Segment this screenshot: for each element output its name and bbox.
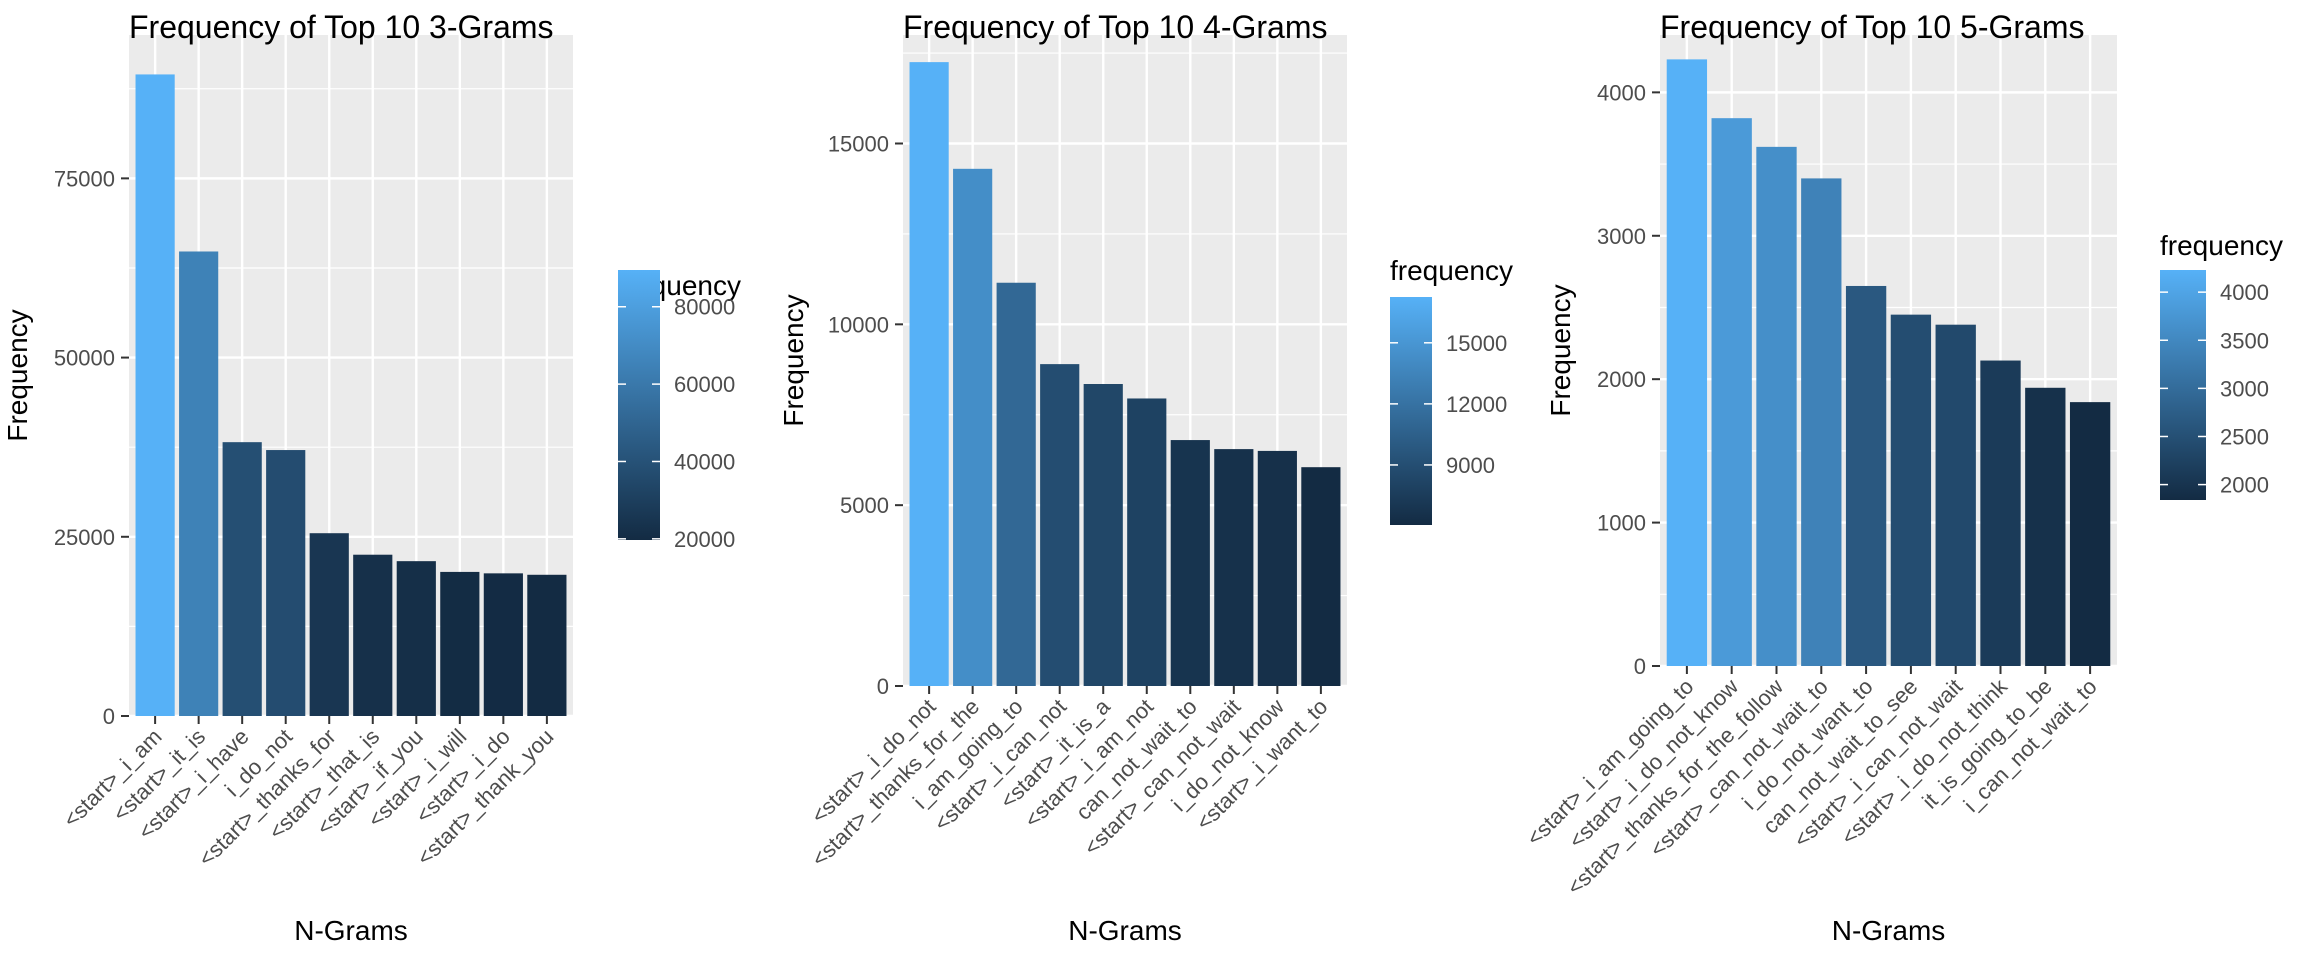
bar-1-9[interactable] bbox=[1301, 467, 1341, 686]
bar-0-6[interactable] bbox=[396, 561, 436, 716]
bar-2-5[interactable] bbox=[1890, 314, 1932, 666]
legend-tick-label: 2000 bbox=[2220, 473, 2269, 498]
bar-0-2[interactable] bbox=[222, 442, 262, 716]
bar-2-4[interactable] bbox=[1845, 285, 1887, 666]
bar-1-5[interactable] bbox=[1127, 398, 1167, 686]
legend-colorbar bbox=[618, 270, 660, 540]
bar-2-3[interactable] bbox=[1801, 178, 1842, 666]
legend-colorbar bbox=[1390, 297, 1432, 525]
legend-tick-label: 4000 bbox=[2220, 280, 2269, 305]
bar-0-8[interactable] bbox=[483, 573, 523, 716]
y-tick-label: 75000 bbox=[54, 166, 115, 191]
y-tick-label: 10000 bbox=[828, 312, 889, 337]
y-tick-label: 50000 bbox=[54, 346, 115, 371]
y-tick-label: 0 bbox=[103, 704, 115, 729]
y-tick-label: 25000 bbox=[54, 525, 115, 550]
y-tick-label: 4000 bbox=[1597, 80, 1646, 105]
bar-1-1[interactable] bbox=[953, 168, 993, 687]
bar-0-7[interactable] bbox=[440, 571, 480, 716]
y-tick-label: 0 bbox=[1634, 654, 1646, 679]
y-axis-title: Frequency bbox=[2, 309, 33, 441]
x-axis-title: N-Grams bbox=[1832, 915, 1946, 946]
legend-tick-label: 3500 bbox=[2220, 328, 2269, 353]
bar-1-4[interactable] bbox=[1083, 384, 1123, 686]
y-tick-label: 0 bbox=[877, 674, 889, 699]
bar-0-0[interactable] bbox=[135, 74, 175, 716]
bar-0-1[interactable] bbox=[179, 251, 219, 716]
legend-tick-label: 9000 bbox=[1446, 453, 1495, 478]
bar-1-8[interactable] bbox=[1257, 450, 1297, 686]
bar-1-3[interactable] bbox=[1040, 364, 1080, 686]
y-tick-label: 5000 bbox=[840, 493, 889, 518]
bar-1-2[interactable] bbox=[996, 282, 1036, 686]
legend-tick-label: 40000 bbox=[674, 449, 735, 474]
bar-2-1[interactable] bbox=[1711, 118, 1752, 667]
bar-2-8[interactable] bbox=[2025, 387, 2066, 666]
legend-tick-label: 3000 bbox=[2220, 376, 2269, 401]
bar-2-7[interactable] bbox=[1980, 360, 2021, 666]
bar-2-0[interactable] bbox=[1666, 59, 1708, 667]
legend-tick-label: 60000 bbox=[674, 372, 735, 397]
legend-title: frequency bbox=[1390, 255, 1513, 286]
bar-0-9[interactable] bbox=[527, 574, 567, 716]
chart-title: Frequency of Top 10 5-Grams bbox=[1660, 9, 2085, 45]
y-tick-label: 2000 bbox=[1597, 367, 1646, 392]
y-tick-label: 15000 bbox=[828, 132, 889, 157]
x-axis-title: N-Grams bbox=[294, 915, 408, 946]
legend-colorbar bbox=[2160, 270, 2206, 500]
bar-1-6[interactable] bbox=[1170, 440, 1210, 686]
x-axis-title: N-Grams bbox=[1068, 915, 1182, 946]
bar-0-4[interactable] bbox=[309, 533, 349, 716]
bar-2-9[interactable] bbox=[2069, 402, 2111, 666]
y-axis-title: Frequency bbox=[1545, 284, 1576, 416]
bar-2-6[interactable] bbox=[1935, 324, 1976, 666]
legend-tick-label: 12000 bbox=[1446, 392, 1507, 417]
legend-tick-label: 2500 bbox=[2220, 424, 2269, 449]
y-tick-label: 3000 bbox=[1597, 224, 1646, 249]
chart-title: Frequency of Top 10 3-Grams bbox=[129, 9, 554, 45]
y-tick-label: 1000 bbox=[1597, 511, 1646, 536]
bar-1-7[interactable] bbox=[1214, 449, 1254, 686]
y-axis-title: Frequency bbox=[778, 294, 809, 426]
chart-title: Frequency of Top 10 4-Grams bbox=[903, 9, 1328, 45]
legend-title: frequency bbox=[2160, 230, 2283, 261]
legend-tick-label: 20000 bbox=[674, 527, 735, 552]
bar-0-5[interactable] bbox=[353, 554, 393, 716]
legend-tick-label: 15000 bbox=[1446, 331, 1507, 356]
legend-tick-label: 80000 bbox=[674, 295, 735, 320]
bar-2-2[interactable] bbox=[1756, 146, 1797, 667]
bar-0-3[interactable] bbox=[266, 450, 306, 716]
bar-1-0[interactable] bbox=[909, 62, 949, 686]
